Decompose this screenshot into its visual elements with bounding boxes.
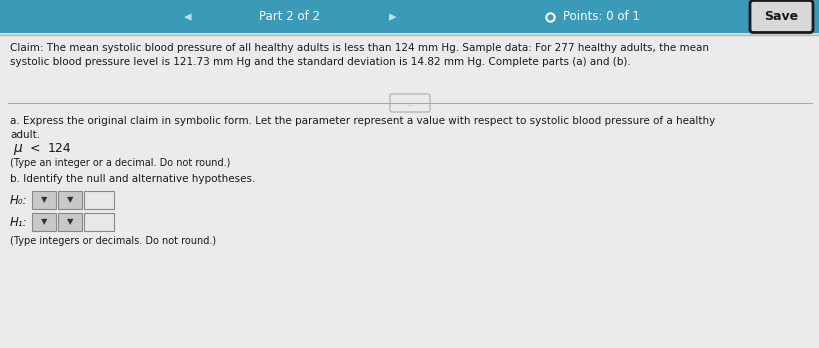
Text: Points: 0 of 1: Points: 0 of 1 [563, 10, 639, 23]
Text: ▼: ▼ [66, 218, 73, 227]
Bar [84, 191, 114, 209]
Text: ▼: ▼ [66, 196, 73, 205]
FancyBboxPatch shape [390, 94, 429, 112]
Text: ◂: ◂ [184, 9, 192, 24]
FancyBboxPatch shape [749, 0, 812, 32]
Text: a. Express the original claim in symbolic form. Let the parameter represent a va: a. Express the original claim in symboli… [10, 116, 714, 140]
Bar [0, 0, 819, 33]
Text: H₀:: H₀: [10, 193, 28, 206]
Bar [0, 35, 819, 348]
Bar [32, 213, 56, 231]
Text: …: … [405, 98, 414, 108]
Text: ▼: ▼ [41, 218, 48, 227]
Text: 124: 124 [48, 142, 71, 155]
Bar [58, 213, 82, 231]
Text: ▸: ▸ [389, 9, 396, 24]
Text: ▼: ▼ [41, 196, 48, 205]
Text: Save: Save [763, 10, 797, 23]
Bar [84, 213, 114, 231]
Text: (Type an integer or a decimal. Do not round.): (Type an integer or a decimal. Do not ro… [10, 158, 230, 168]
Text: (Type integers or decimals. Do not round.): (Type integers or decimals. Do not round… [10, 236, 216, 246]
Text: Claim: The mean systolic blood pressure of all healthy adults is less than 124 m: Claim: The mean systolic blood pressure … [10, 43, 708, 68]
Text: b. Identify the null and alternative hypotheses.: b. Identify the null and alternative hyp… [10, 174, 255, 184]
Bar [58, 191, 82, 209]
Text: μ: μ [13, 141, 22, 155]
Text: <: < [30, 142, 40, 155]
Text: Part 2 of 2: Part 2 of 2 [259, 10, 320, 23]
Bar [32, 191, 56, 209]
Text: H₁:: H₁: [10, 215, 28, 229]
